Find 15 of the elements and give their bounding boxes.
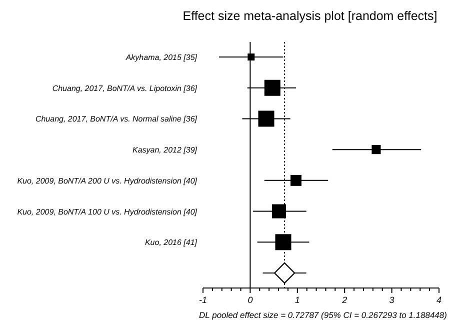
y-tick-label: Kuo, 2009, BoNT/A 200 U vs. Hydrodistension [40] <box>17 176 198 186</box>
x-tick-label: 2 <box>341 295 348 305</box>
y-tick-label: Chuang, 2017, BoNT/A vs. Lipotoxin [36] <box>52 84 198 93</box>
y-tick-label: Kuo, 2009, BoNT/A 100 U vs. Hydrodistension [40] <box>17 207 198 216</box>
x-tick-label: 1 <box>294 295 300 305</box>
y-tick-label: Akyhama, 2015 [35] <box>124 53 198 62</box>
x-tick-label: 4 <box>436 295 442 305</box>
x-axis-title: DL pooled effect size = 0.72787 (95% CI = 0.267293 to 1.188448) <box>199 310 448 320</box>
x-tick-label: -1 <box>198 295 208 305</box>
y-tick-label: Kuo, 2016 [41] <box>144 238 198 248</box>
chart-title: Effect size meta-analysis plot [random effects] <box>182 9 438 23</box>
y-tick-label: Chuang, 2017, BoNT/A vs. Normal saline [36] <box>35 114 198 124</box>
x-tick-label: 3 <box>389 295 394 305</box>
y-tick-label: Kasyan, 2012 [39] <box>132 146 198 155</box>
x-tick-label: 0 <box>248 295 253 305</box>
